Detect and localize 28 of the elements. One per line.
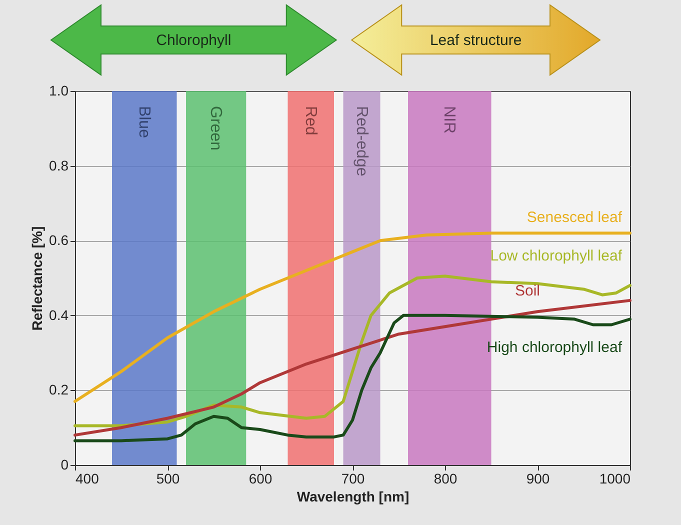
- y-tick-label: 0: [60, 456, 69, 472]
- series-label: Low chlorophyll leaf: [490, 247, 623, 264]
- y-tick-label: 0.8: [49, 157, 69, 174]
- band-label: Blue: [135, 106, 152, 138]
- x-tick-label: 700: [341, 470, 365, 486]
- x-tick-label: 400: [76, 470, 100, 486]
- x-tick-label: 500: [156, 470, 180, 486]
- band-label: Red: [302, 106, 319, 136]
- band-label: Red-edge: [352, 106, 370, 176]
- x-axis-title: Wavelength [nm]: [296, 488, 410, 504]
- x-tick-label: 900: [526, 470, 550, 486]
- line-series: [74, 232, 632, 403]
- y-axis-title: Reflectance [%]: [29, 226, 46, 331]
- x-tick-label: 1000: [599, 470, 631, 486]
- text: Chlorophyll: [156, 32, 232, 49]
- band-label: Green: [207, 106, 224, 150]
- x-tick-label: 600: [248, 470, 272, 486]
- series-label: Senesced leaf: [526, 209, 623, 226]
- y-tick-label: 0.4: [49, 306, 69, 323]
- x-tick-label: 800: [434, 470, 458, 486]
- text: Leaf structure: [430, 32, 522, 49]
- y-tick-label: 1.0: [49, 82, 69, 98]
- band-label: NIR: [440, 106, 458, 134]
- line-series: [74, 274, 632, 428]
- y-tick-label: 0.6: [49, 232, 69, 248]
- y-tick-label: 0.2: [49, 382, 69, 398]
- series-label: Soil: [514, 282, 540, 300]
- series-label: High chlorophyll leaf: [486, 339, 623, 356]
